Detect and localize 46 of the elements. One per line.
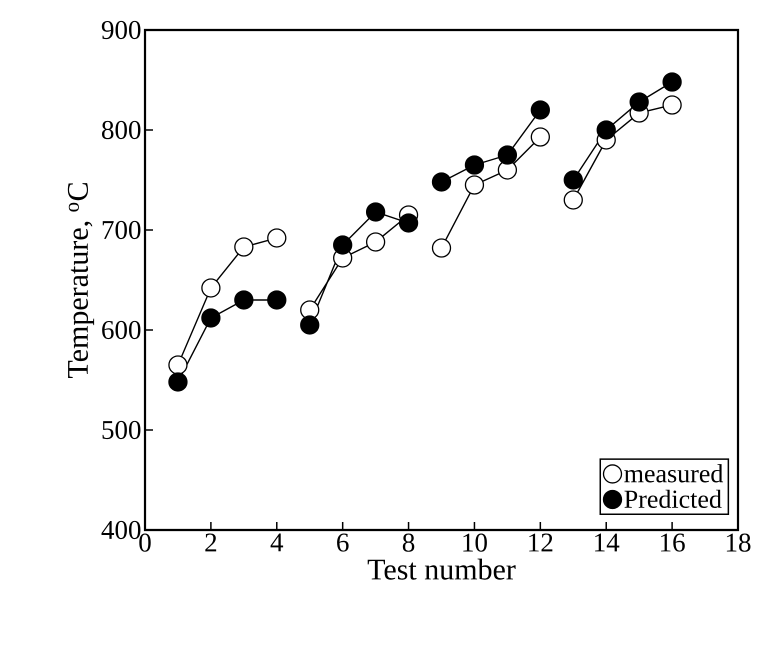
y-tick-label: 900 xyxy=(102,20,140,40)
x-tick-label: 2 xyxy=(205,534,216,552)
point xyxy=(234,290,254,310)
y-tick-label: 400 xyxy=(102,520,140,540)
legend-label: Predicted xyxy=(624,490,722,508)
legend-label: measured xyxy=(624,464,724,482)
point xyxy=(662,72,682,92)
point xyxy=(432,238,452,258)
point xyxy=(530,100,550,120)
point xyxy=(398,213,418,233)
x-tick-label: 0 xyxy=(139,534,151,552)
x-tick-label: 6 xyxy=(337,534,349,552)
y-tick-label: 500 xyxy=(102,420,140,440)
x-tick-label: 4 xyxy=(270,534,284,552)
x-tick-label: 12 xyxy=(529,534,552,552)
point xyxy=(564,190,583,210)
point xyxy=(168,372,188,392)
point xyxy=(564,170,583,190)
point xyxy=(267,290,286,310)
point xyxy=(498,145,518,165)
point xyxy=(201,278,221,298)
point xyxy=(234,237,254,257)
point xyxy=(366,232,386,252)
point xyxy=(333,235,352,255)
point xyxy=(630,92,649,112)
y-tick-label: 600 xyxy=(102,320,140,340)
point xyxy=(596,120,616,140)
point xyxy=(530,127,550,147)
point xyxy=(267,228,286,248)
point xyxy=(432,172,452,192)
point xyxy=(168,355,188,375)
point xyxy=(464,175,484,195)
y-tick-label: 700 xyxy=(102,220,140,240)
x-tick-label: 16 xyxy=(660,534,685,552)
x-tick-label: 10 xyxy=(463,534,487,552)
x-tick-label: 8 xyxy=(402,534,414,552)
point xyxy=(366,202,386,222)
point xyxy=(201,308,221,328)
x-axis-title: Test number xyxy=(368,558,516,580)
y-tick-label: 800 xyxy=(102,120,140,140)
point xyxy=(662,95,682,115)
point xyxy=(300,315,320,335)
y-axis-title: Temperature, $^{o}$C xyxy=(68,183,94,378)
x-tick-label: 14 xyxy=(595,534,620,552)
x-tick-label: 18 xyxy=(726,534,750,552)
point xyxy=(464,155,484,175)
